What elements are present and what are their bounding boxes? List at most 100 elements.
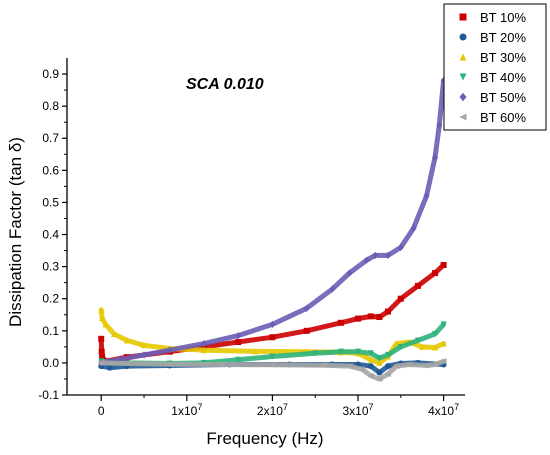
data-point bbox=[359, 366, 366, 373]
data-point bbox=[384, 371, 391, 378]
series-line bbox=[98, 358, 447, 382]
data-point bbox=[235, 339, 242, 346]
x-tick-label: 3x107 bbox=[342, 402, 373, 418]
data-point bbox=[123, 337, 130, 344]
data-point bbox=[303, 327, 310, 334]
data-point bbox=[393, 363, 400, 370]
x-tick-label: 4x107 bbox=[428, 402, 459, 418]
legend-marker bbox=[459, 53, 467, 61]
data-point bbox=[414, 337, 421, 344]
legend-marker bbox=[459, 33, 467, 41]
data-point bbox=[406, 361, 413, 368]
data-point bbox=[106, 364, 113, 371]
y-axis-label: Dissipation Factor (tan δ) bbox=[6, 137, 25, 327]
series-bt-60 bbox=[98, 358, 447, 382]
legend-marker bbox=[459, 113, 467, 121]
data-point bbox=[102, 321, 109, 328]
data-point bbox=[346, 269, 353, 277]
y-tick-label: 0.0 bbox=[42, 356, 59, 370]
legend-label: BT 50% bbox=[480, 90, 526, 105]
data-point bbox=[432, 331, 439, 338]
data-point bbox=[166, 346, 173, 354]
chart-annotation: SCA 0.010 bbox=[186, 76, 264, 93]
data-point bbox=[269, 320, 276, 328]
axes-layer: -0.1 0.0 0.1 0.2 0.3 0.4 0.5 0.6 0.7 0.8 0.9 0 1x107… bbox=[38, 58, 465, 418]
data-point bbox=[367, 363, 374, 370]
data-point bbox=[218, 361, 225, 368]
data-point bbox=[166, 361, 173, 368]
data-point bbox=[432, 153, 439, 162]
data-point bbox=[200, 340, 207, 348]
data-point bbox=[98, 348, 105, 355]
data-point bbox=[423, 362, 430, 369]
data-point bbox=[111, 331, 118, 338]
data-point bbox=[269, 353, 276, 360]
data-point bbox=[99, 314, 106, 321]
data-point bbox=[432, 344, 439, 351]
data-point bbox=[269, 334, 276, 341]
x-tick-label: 2x107 bbox=[257, 402, 288, 418]
series-layer bbox=[98, 76, 447, 382]
data-point bbox=[252, 348, 259, 355]
data-point bbox=[384, 251, 391, 259]
data-point bbox=[337, 319, 344, 326]
data-point bbox=[141, 342, 148, 349]
legend-marker bbox=[459, 92, 467, 102]
data-point bbox=[355, 315, 362, 322]
data-point bbox=[98, 306, 105, 313]
data-point bbox=[235, 356, 242, 363]
data-point bbox=[269, 361, 276, 368]
data-point bbox=[346, 363, 353, 370]
data-point bbox=[141, 351, 148, 359]
y-tick-label: 0.2 bbox=[42, 292, 59, 306]
data-point bbox=[367, 350, 374, 357]
data-point bbox=[384, 351, 391, 358]
data-point bbox=[367, 356, 374, 363]
data-point bbox=[440, 340, 447, 347]
y-tick-label: 0.6 bbox=[42, 163, 59, 177]
x-tick-label: 0 bbox=[98, 404, 105, 418]
data-point bbox=[329, 285, 336, 293]
legend-marker bbox=[459, 13, 467, 21]
data-point bbox=[363, 256, 370, 264]
data-point bbox=[393, 340, 400, 347]
legend-label: BT 10% bbox=[480, 10, 526, 25]
data-point bbox=[397, 343, 404, 350]
data-point bbox=[376, 375, 383, 382]
y-tick-label: 0.4 bbox=[42, 228, 59, 242]
legend-label: BT 30% bbox=[480, 50, 526, 65]
legend-label: BT 40% bbox=[480, 70, 526, 85]
data-point bbox=[436, 121, 443, 129]
x-tick-label: 1x107 bbox=[171, 402, 202, 418]
data-point bbox=[440, 358, 447, 365]
data-point bbox=[384, 363, 391, 370]
data-point bbox=[410, 224, 417, 232]
data-point bbox=[397, 295, 404, 302]
data-point bbox=[397, 243, 404, 251]
data-point bbox=[423, 192, 430, 200]
data-point bbox=[303, 304, 310, 312]
data-point bbox=[355, 348, 362, 355]
legend-label: BT 20% bbox=[480, 30, 526, 45]
data-point bbox=[440, 321, 447, 328]
data-point bbox=[337, 348, 344, 355]
data-point bbox=[98, 359, 105, 366]
y-tick-label: 0.8 bbox=[42, 99, 59, 113]
x-axis-label: Frequency (Hz) bbox=[206, 429, 323, 448]
data-point bbox=[376, 369, 383, 376]
data-point bbox=[376, 355, 383, 362]
y-tick-label: -0.1 bbox=[38, 388, 59, 402]
data-point bbox=[312, 350, 319, 357]
y-tick-label: 0.7 bbox=[42, 131, 59, 145]
legend: BT 10% BT 20% BT 30% BT 40% BT 50% BT 60% bbox=[443, 3, 547, 131]
data-point bbox=[440, 262, 447, 269]
data-point bbox=[432, 361, 439, 368]
y-tick-label: 0.1 bbox=[42, 324, 59, 338]
data-point bbox=[432, 270, 439, 277]
data-point bbox=[320, 362, 327, 369]
y-tick-label: 0.3 bbox=[42, 260, 59, 274]
data-point bbox=[376, 314, 383, 321]
y-tick-label: 0.9 bbox=[42, 67, 59, 81]
data-point bbox=[376, 359, 383, 366]
